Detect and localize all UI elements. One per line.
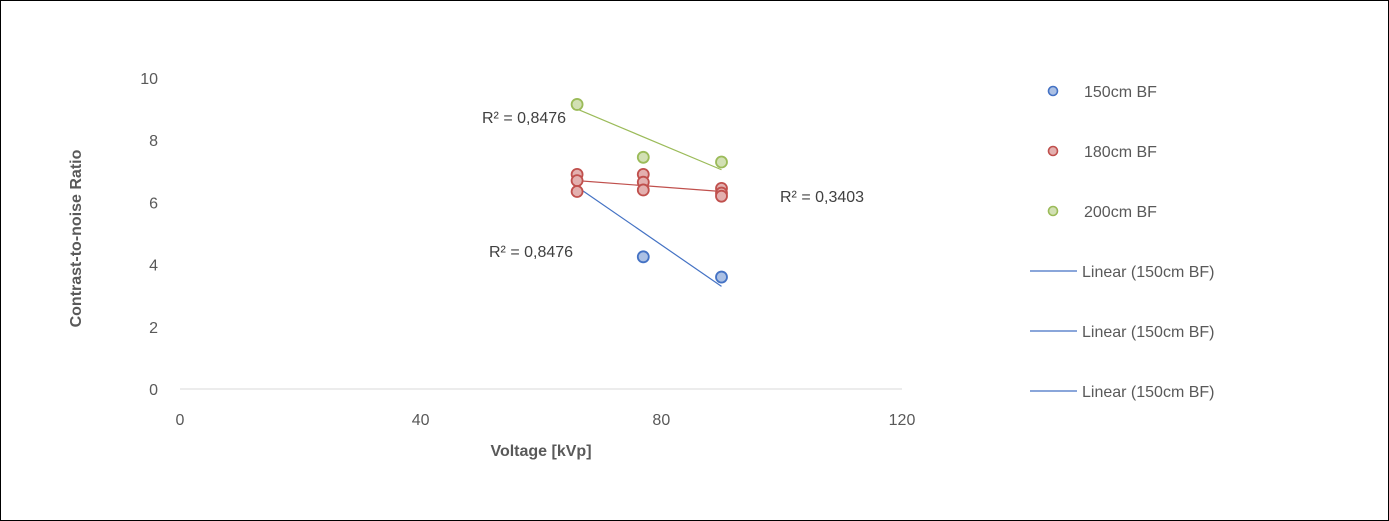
y-tick-labels: 0 2 4 6 8 10 bbox=[140, 71, 158, 399]
legend-label: Linear (150cm BF) bbox=[1082, 384, 1215, 401]
data-point bbox=[570, 174, 584, 188]
legend-marker bbox=[1047, 205, 1059, 217]
data-point bbox=[636, 183, 650, 197]
r-squared-label: R² = 0,3403 bbox=[780, 189, 864, 206]
y-axis-title: Contrast-to-noise Ratio bbox=[68, 149, 85, 327]
x-axis-title: Voltage [kVp] bbox=[490, 443, 591, 460]
legend-label: 180cm BF bbox=[1084, 144, 1157, 161]
legend-label: 200cm BF bbox=[1084, 204, 1157, 221]
legend-marker bbox=[1047, 85, 1059, 97]
annotations: R² = 0,8476 R² = 0,3403 R² = 0,8476 bbox=[482, 110, 864, 261]
x-tick-label: 0 bbox=[176, 412, 185, 429]
y-tick-label: 10 bbox=[140, 71, 158, 88]
y-tick-label: 8 bbox=[149, 133, 158, 150]
data-point bbox=[715, 155, 728, 169]
trendline-3 bbox=[576, 108, 722, 171]
data-point bbox=[636, 150, 650, 164]
x-tick-label: 40 bbox=[412, 412, 430, 429]
data-points bbox=[570, 98, 728, 284]
y-tick-label: 0 bbox=[149, 382, 158, 399]
data-point bbox=[715, 270, 728, 284]
trendlines bbox=[576, 108, 722, 287]
y-tick-label: 4 bbox=[149, 258, 158, 275]
y-tick-label: 6 bbox=[149, 195, 158, 212]
y-tick-label: 2 bbox=[149, 320, 158, 337]
legend: 150cm BF 180cm BF 200cm BF Linear (150cm BF… bbox=[1030, 84, 1215, 401]
trendline-2 bbox=[577, 180, 722, 193]
legend-label: Linear (150cm BF) bbox=[1082, 324, 1215, 341]
data-point bbox=[570, 98, 584, 111]
x-tick-labels: 0 40 80 120 bbox=[176, 412, 916, 429]
legend-marker bbox=[1047, 145, 1059, 157]
data-point bbox=[570, 185, 584, 198]
legend-label: Linear (150cm BF) bbox=[1082, 264, 1215, 281]
data-point bbox=[715, 189, 728, 203]
trendline-1 bbox=[576, 186, 722, 287]
x-tick-label: 80 bbox=[652, 412, 670, 429]
r-squared-label: R² = 0,8476 bbox=[482, 110, 566, 127]
r-squared-label: R² = 0,8476 bbox=[489, 244, 573, 261]
data-point bbox=[636, 250, 650, 264]
x-tick-label: 120 bbox=[889, 412, 916, 429]
legend-label: 150cm BF bbox=[1084, 84, 1157, 101]
